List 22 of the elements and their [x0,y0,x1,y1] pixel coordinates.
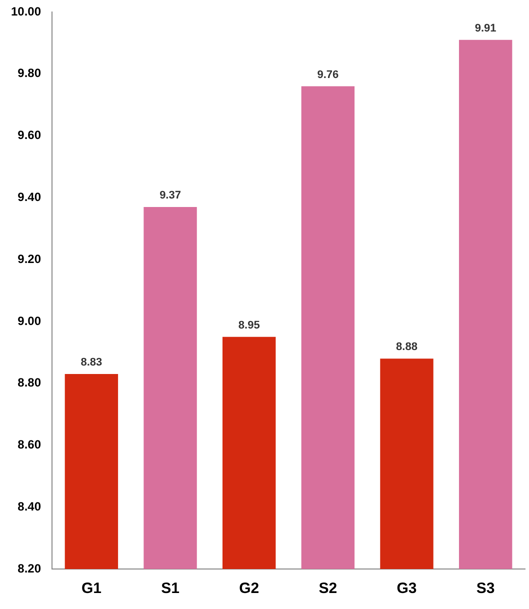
y-tick-label: 9.20 [18,252,42,266]
data-label: 9.91 [474,22,496,34]
y-tick-label: 9.80 [18,66,42,80]
y-tick-label: 10.00 [11,4,42,18]
y-tick-label: 8.20 [18,561,42,576]
data-label: 8.95 [238,319,260,332]
data-label: 9.37 [160,189,181,202]
data-label: 8.83 [80,356,102,369]
y-tick-label: 8.80 [18,376,42,390]
data-label: 8.88 [396,341,418,354]
y-tick-label: 9.60 [18,128,42,142]
x-tick-label: G3 [396,580,417,598]
y-tick-label: 9.40 [18,190,42,204]
x-tick-label: S1 [161,580,180,598]
x-tick-label: S2 [318,580,338,598]
x-tick-label: G2 [239,580,260,598]
y-tick-label: 9.00 [18,314,42,328]
y-tick-label: 8.40 [18,499,42,514]
data-label: 9.76 [317,68,339,81]
x-tick-label: S3 [476,580,495,598]
x-tick-label: G1 [81,580,102,598]
y-tick-label: 8.60 [18,438,42,452]
